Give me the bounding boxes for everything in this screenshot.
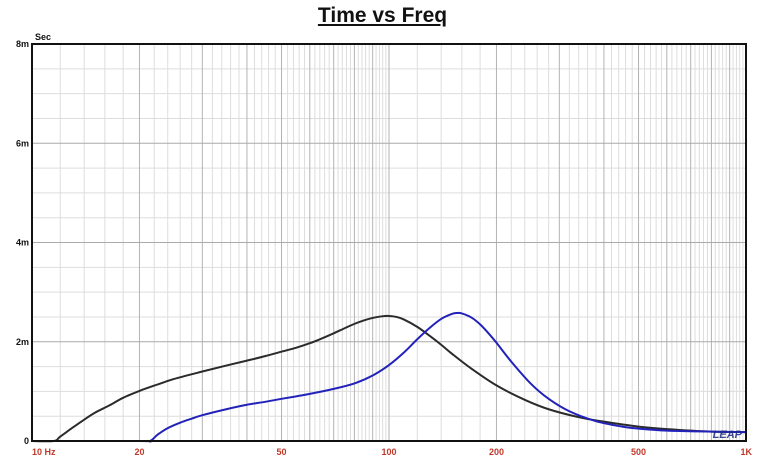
series-line-2 (32, 311, 747, 443)
y-axis-ticks: 0 2m 4m 6m 8m (16, 39, 29, 446)
y-tick-label: 0 (24, 436, 29, 446)
y-axis-label: Sec (35, 32, 51, 42)
major-grid (32, 44, 746, 441)
x-tick-label: 500 (631, 447, 646, 457)
y-tick-label: 2m (16, 337, 29, 347)
x-tick-label: 1K (740, 447, 752, 457)
x-tick-label: 10 Hz (32, 447, 56, 457)
y-tick-label: 8m (16, 39, 29, 49)
curves (31, 311, 747, 443)
plot-frame (31, 43, 747, 442)
x-tick-label: 100 (381, 447, 396, 457)
x-tick-label: 200 (489, 447, 504, 457)
y-tick-label: 4m (16, 238, 29, 248)
leap-logo: LEAP (713, 429, 743, 441)
x-tick-label: 20 (134, 447, 144, 457)
x-axis-ticks: 10 Hz 20 50 100 200 500 1K (32, 447, 752, 457)
x-tick-label: 50 (277, 447, 287, 457)
chart-title: Time vs Freq (317, 4, 448, 27)
y-tick-label: 6m (16, 138, 29, 148)
series-line-1 (31, 314, 747, 443)
